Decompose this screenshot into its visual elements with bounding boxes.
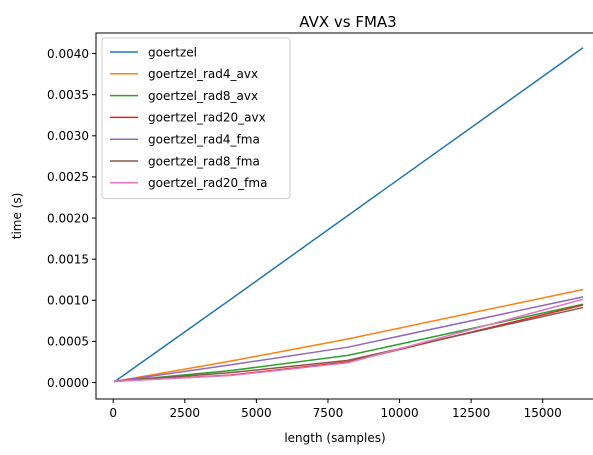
series-line-goertzel (113, 47, 584, 383)
y-tick-label: 0.0005 (47, 335, 89, 349)
y-tick-label: 0.0015 (47, 252, 89, 266)
y-axis: 0.0000 0.0005 0.0010 0.0015 0.0020 0.0025 0.00… (47, 47, 96, 390)
y-tick-label: 0.0030 (47, 129, 89, 143)
legend-label-goertzel-rad20-fma: goertzel_rad20_fma (148, 176, 267, 190)
x-axis: 0 2500 5000 7500 10000 12500 15000 (109, 399, 562, 420)
y-tick-label: 0.0000 (47, 376, 89, 390)
legend-label-goertzel-rad4-avx: goertzel_rad4_avx (148, 67, 258, 81)
y-tick-label: 0.0040 (47, 47, 89, 61)
series-line-goertzel-rad20-fma (114, 298, 584, 383)
legend-label-goertzel-rad20-avx: goertzel_rad20_avx (148, 111, 266, 125)
chart-title: AVX vs FMA3 (299, 13, 396, 31)
legend-label-goertzel-rad4-fma: goertzel_rad4_fma (148, 133, 260, 147)
legend-label-goertzel-rad8-avx: goertzel_rad8_avx (148, 89, 258, 103)
series-line-goertzel-rad4-fma (114, 296, 584, 383)
y-tick-label: 0.0035 (47, 88, 89, 102)
x-tick-label: 0 (109, 406, 117, 420)
x-tick-label: 2500 (169, 406, 200, 420)
series-line-goertzel-rad20-avx (114, 304, 584, 383)
legend-box (101, 37, 291, 200)
y-tick-label: 0.0010 (47, 294, 89, 308)
legend: goertzel goertzel_rad4_avx goertzel_rad8_a… (101, 37, 291, 200)
x-tick-label: 5000 (241, 406, 272, 420)
plot-frame (95, 32, 593, 400)
x-tick-label: 12500 (452, 406, 490, 420)
x-tick-label: 7500 (313, 406, 344, 420)
series-line-goertzel-rad8-avx (114, 303, 584, 383)
series-line-goertzel-rad4-avx (114, 288, 584, 383)
y-axis-label: time (s) (10, 193, 24, 240)
legend-label-goertzel-rad8-fma: goertzel_rad8_fma (148, 154, 260, 168)
series-line-goertzel-rad8-fma (114, 306, 584, 383)
x-tick-label: 10000 (380, 406, 418, 420)
legend-label-goertzel: goertzel (148, 45, 197, 59)
x-axis-label: length (samples) (284, 431, 385, 445)
y-tick-label: 0.0025 (47, 170, 89, 184)
plot-lines (113, 47, 584, 383)
x-tick-label: 15000 (524, 406, 562, 420)
y-tick-label: 0.0020 (47, 211, 89, 225)
